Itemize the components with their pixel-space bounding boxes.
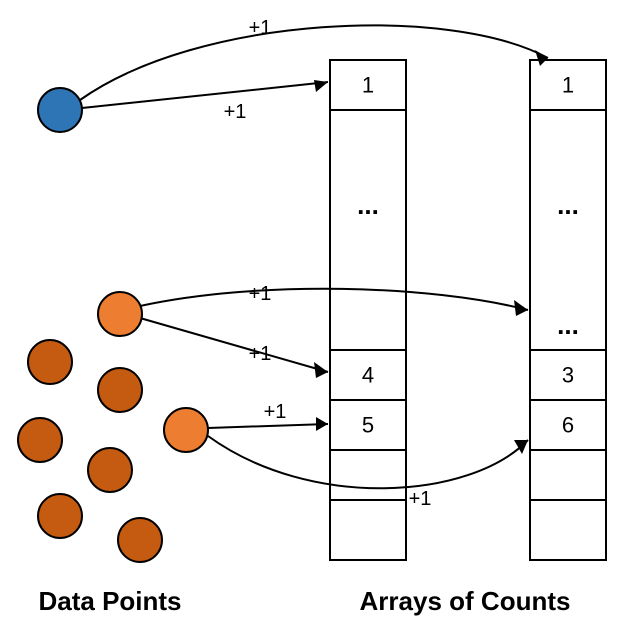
data-point-blue [38,88,82,132]
arrow-label: +1 [249,343,272,365]
data-point-orange [98,292,142,336]
array-col-2-ellipsis: ... [557,310,579,340]
captions: Data Points Arrays of Counts [38,586,570,616]
array-col-1-cell-value: 4 [362,363,374,388]
array-col-2-cell-value: 1 [562,73,574,98]
data-points [18,88,208,562]
arrow-label: +1 [249,283,272,305]
arrow-head [514,440,528,454]
arrow [80,25,548,100]
arrow-label: +1 [409,488,432,510]
array-col-2-cell-value: 3 [562,363,574,388]
arrow-head [314,362,328,378]
array-col-2-cell-value: 6 [562,413,574,438]
data-point-orange [28,340,72,384]
diagram: 1... 4 5 1...... 3 6 +1 +1 +1 +1 +1 +1 Data Points… [0,0,640,634]
caption-data-points: Data Points [38,586,181,616]
arrows [80,25,548,488]
data-point-orange [118,518,162,562]
arrow-label: +1 [224,101,247,123]
arrow [82,82,328,108]
arrow [140,318,328,372]
arrow-label: +1 [264,401,287,423]
data-point-orange [98,368,142,412]
arrow [208,424,328,428]
array-col-1-ellipsis: ... [357,190,379,220]
array-col-2-ellipsis: ... [557,190,579,220]
arrow-head [314,80,328,92]
arrow-head [316,417,328,431]
arrays-of-counts: 1... 4 5 1...... 3 6 [330,60,606,560]
data-point-orange [164,408,208,452]
arrow-head [514,300,528,316]
caption-arrays: Arrays of Counts [360,586,571,616]
data-point-orange [18,418,62,462]
arrow-label: +1 [249,17,272,39]
data-point-orange [38,494,82,538]
array-col-1-cell-value: 1 [362,73,374,98]
array-col-1-cell-value: 5 [362,413,374,438]
data-point-orange [88,448,132,492]
